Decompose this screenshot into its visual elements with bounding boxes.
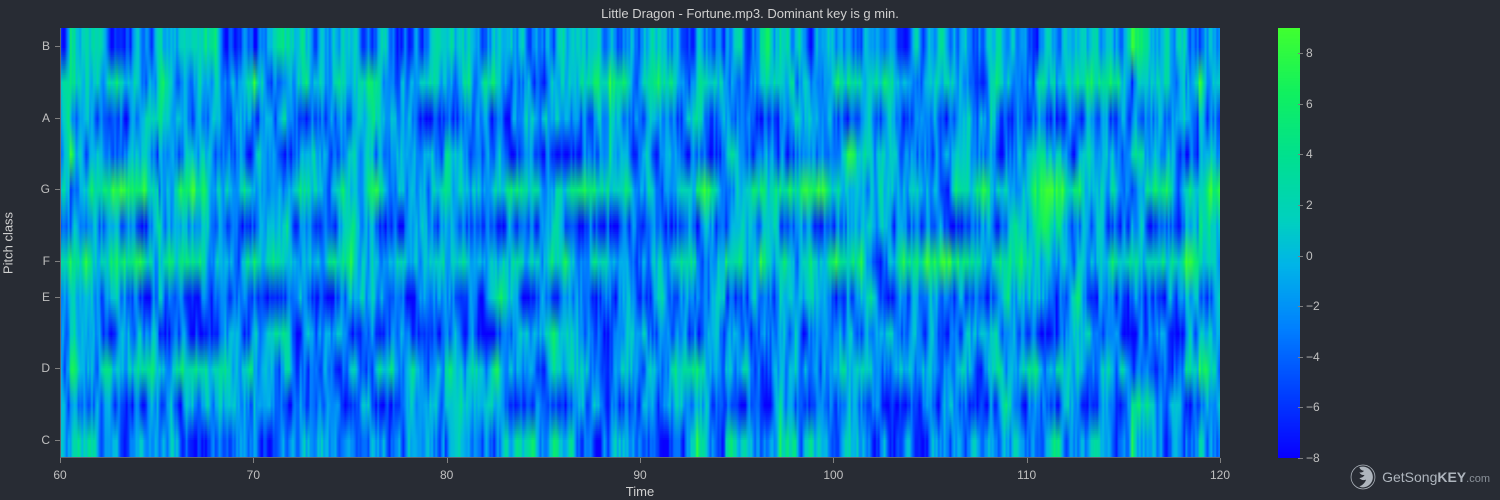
chart-title: Little Dragon - Fortune.mp3. Dominant ke… xyxy=(0,6,1500,21)
brand-suffix: .com xyxy=(1466,473,1490,485)
x-tick-mark xyxy=(447,458,448,463)
x-tick-mark xyxy=(1220,458,1221,463)
x-tick-label: 100 xyxy=(823,468,843,482)
colorbar-tick-mark xyxy=(1298,104,1303,105)
colorbar-tick-mark xyxy=(1298,357,1303,358)
colorbar-tick-label: 8 xyxy=(1306,46,1313,60)
colorbar-tick-label: 4 xyxy=(1306,147,1313,161)
heatmap-canvas xyxy=(60,28,1220,458)
colorbar-tick-label: 2 xyxy=(1306,198,1313,212)
colorbar-tick-mark xyxy=(1298,53,1303,54)
y-tick-label: E xyxy=(42,290,50,304)
colorbar-tick-label: 6 xyxy=(1306,97,1313,111)
y-tick-label: A xyxy=(42,111,50,125)
colorbar-tick-label: −8 xyxy=(1306,451,1320,465)
chromagram-chart: Little Dragon - Fortune.mp3. Dominant ke… xyxy=(0,0,1500,500)
x-tick-mark xyxy=(1027,458,1028,463)
colorbar-tick-mark xyxy=(1298,407,1303,408)
brand-prefix: GetSong xyxy=(1382,469,1437,485)
colorbar-tick-label: 0 xyxy=(1306,249,1313,263)
y-tick-label: C xyxy=(41,433,50,447)
colorbar-tick-mark xyxy=(1298,458,1303,459)
y-tick-label: B xyxy=(42,39,50,53)
x-tick-mark xyxy=(833,458,834,463)
colorbar-canvas xyxy=(1278,28,1300,458)
x-tick-mark xyxy=(60,458,61,463)
x-tick-label: 110 xyxy=(1017,468,1036,482)
y-tick-label: G xyxy=(41,182,50,196)
colorbar xyxy=(1278,28,1300,458)
colorbar-tick-mark xyxy=(1298,306,1303,307)
colorbar-tick-label: −2 xyxy=(1306,299,1320,313)
bird-logo-icon xyxy=(1350,464,1376,490)
x-tick-label: 80 xyxy=(440,468,453,482)
brand-bold: KEY xyxy=(1437,469,1466,485)
x-tick-label: 90 xyxy=(633,468,646,482)
colorbar-ticks: −8−6−4−202468 xyxy=(1298,28,1338,458)
y-axis-label: Pitch class xyxy=(1,212,16,274)
colorbar-tick-label: −6 xyxy=(1306,400,1320,414)
x-tick-mark xyxy=(253,458,254,463)
plot-area xyxy=(60,28,1220,458)
x-axis-label: Time xyxy=(626,484,654,499)
x-tick-mark xyxy=(640,458,641,463)
colorbar-tick-label: −4 xyxy=(1306,350,1320,364)
watermark-text: GetSongKEY.com xyxy=(1382,469,1490,485)
x-tick-label: 120 xyxy=(1210,468,1230,482)
y-axis: Pitch class C D E F G A B xyxy=(0,28,60,458)
y-tick-label: D xyxy=(41,361,50,375)
colorbar-tick-mark xyxy=(1298,256,1303,257)
x-tick-label: 60 xyxy=(53,468,66,482)
colorbar-tick-mark xyxy=(1298,205,1303,206)
y-tick-label: F xyxy=(43,254,50,268)
watermark: GetSongKEY.com xyxy=(1350,464,1490,490)
colorbar-tick-mark xyxy=(1298,154,1303,155)
x-axis: Time 60708090100110120 xyxy=(60,458,1220,498)
x-tick-label: 70 xyxy=(247,468,260,482)
